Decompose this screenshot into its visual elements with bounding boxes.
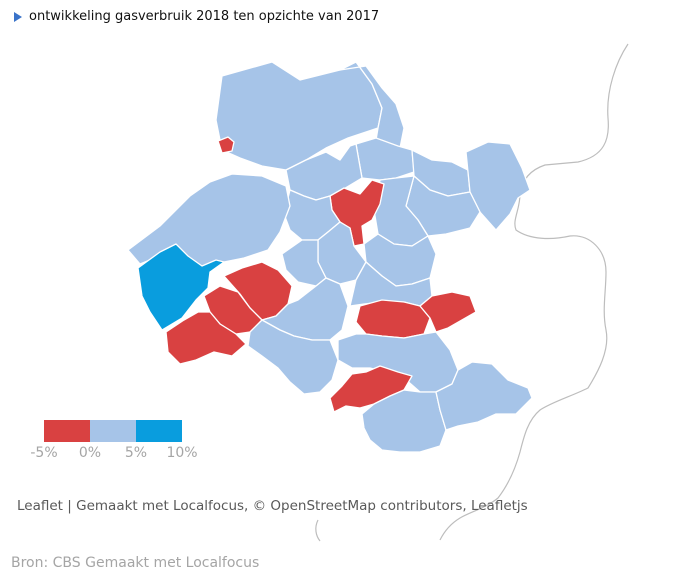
legend: -5% 0% 5% 10%: [30, 420, 198, 465]
legend-tick: 0%: [78, 445, 102, 461]
province-outline: [439, 43, 629, 541]
title-row: ontwikkeling gasverbruik 2018 ten opzich…: [14, 9, 379, 24]
legend-tick: 10%: [166, 445, 198, 461]
province-outline-west: [315, 519, 321, 542]
municipality[interactable]: [355, 299, 431, 339]
map-title: ontwikkeling gasverbruik 2018 ten opzich…: [29, 9, 380, 24]
municipality[interactable]: [419, 291, 477, 333]
municipality[interactable]: [217, 136, 235, 154]
attribution-credits[interactable]: Gemaakt met Localfocus, © OpenStreetMap …: [76, 498, 528, 514]
legend-bar: [44, 420, 184, 442]
source-label: Bron: CBS: [11, 555, 81, 571]
map-attribution: Leaflet | Gemaakt met Localfocus, © Open…: [17, 498, 528, 514]
municipality[interactable]: [329, 365, 413, 413]
made-with-link[interactable]: Gemaakt met Localfocus: [85, 555, 260, 571]
municipality[interactable]: [165, 311, 247, 365]
play-icon[interactable]: [14, 11, 22, 22]
municipality[interactable]: [435, 361, 533, 431]
municipality[interactable]: [247, 319, 339, 395]
legend-swatch-neutral: [90, 420, 136, 442]
municipality[interactable]: [215, 61, 383, 171]
municipality[interactable]: [137, 243, 225, 331]
attribution-separator: |: [67, 498, 72, 514]
legend-tick: -5%: [30, 445, 58, 461]
legend-swatch-positive: [136, 420, 182, 442]
leaflet-link[interactable]: Leaflet: [17, 498, 63, 514]
source-line: Bron: CBS Gemaakt met Localfocus: [11, 555, 259, 571]
municipality[interactable]: [355, 137, 415, 181]
legend-tick: 5%: [124, 445, 148, 461]
legend-swatch-negative: [44, 420, 90, 442]
legend-ticks: -5% 0% 5% 10%: [30, 445, 197, 465]
